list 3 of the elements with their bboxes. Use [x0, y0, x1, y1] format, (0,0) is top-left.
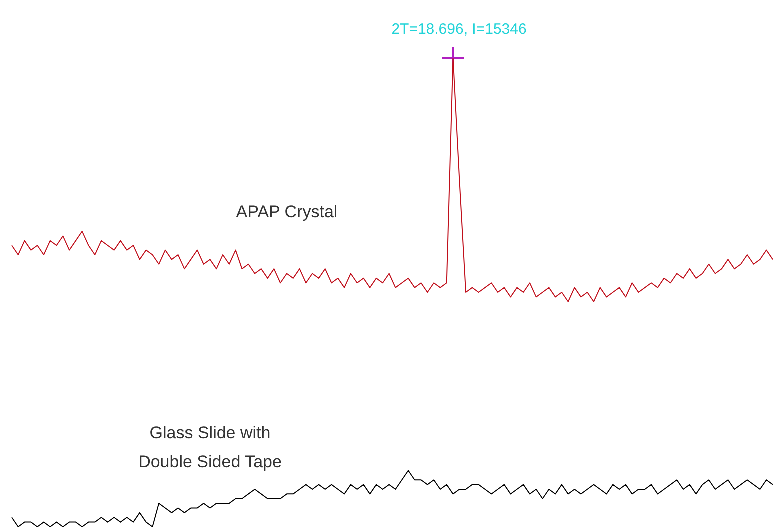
series-label: Glass Slide with Double Sided Tape	[138, 423, 282, 472]
series-label: APAP Crystal	[236, 202, 338, 222]
text: 2T=18.696, I=15346	[392, 21, 527, 38]
